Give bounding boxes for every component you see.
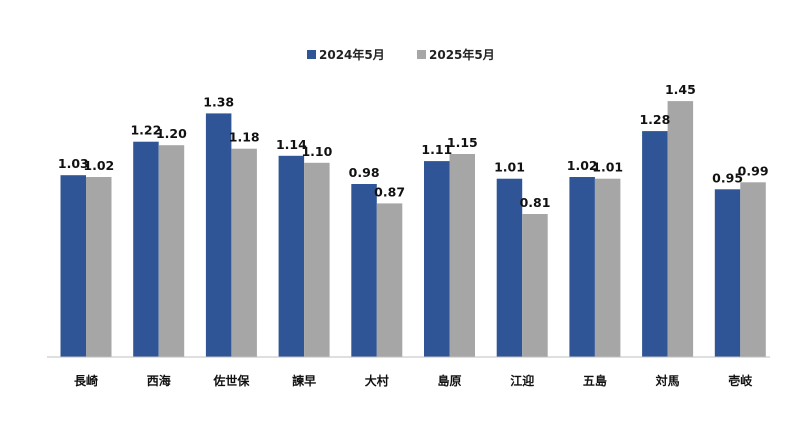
- bar-2025-3: [304, 162, 330, 357]
- value-label-2024-6: 1.01: [494, 160, 525, 175]
- bar-2024-8: [642, 131, 668, 357]
- bar-2025-9: [740, 182, 766, 357]
- category-label-0: 長崎: [74, 373, 98, 388]
- value-label-2025-8: 1.45: [665, 82, 696, 97]
- bar-2024-9: [714, 189, 741, 357]
- value-label-2025-4: 0.87: [374, 184, 405, 199]
- value-label-2024-3: 1.14: [276, 137, 307, 152]
- bar-2025-0: [86, 177, 112, 357]
- bar-2025-4: [376, 203, 403, 357]
- legend-swatch-2024: [307, 50, 316, 59]
- value-label-2024-5: 1.11: [421, 142, 452, 157]
- category-label-1: 西海: [147, 373, 171, 388]
- value-label-2025-3: 1.10: [301, 144, 332, 159]
- bar-2024-6: [496, 178, 523, 357]
- bar-2025-5: [449, 154, 475, 357]
- value-label-2024-9: 0.95: [712, 170, 743, 185]
- bar-2024-0: [60, 175, 86, 357]
- category-label-8: 対馬: [655, 373, 680, 388]
- value-label-2024-8: 1.28: [639, 112, 670, 127]
- category-label-7: 五島: [583, 373, 607, 388]
- bar-2025-1: [158, 145, 185, 357]
- category-label-2: 佐世保: [212, 373, 250, 388]
- value-label-2024-1: 1.22: [130, 123, 161, 138]
- value-label-2025-1: 1.20: [156, 126, 187, 141]
- legend-label-2025: 2025年5月: [429, 47, 495, 62]
- legend: 2024年5月 2025年5月: [307, 47, 495, 62]
- value-label-2024-2: 1.38: [203, 94, 234, 109]
- value-label-2024-0: 1.03: [58, 156, 89, 171]
- bar-2025-6: [522, 214, 548, 357]
- value-label-2025-5: 1.15: [447, 135, 478, 150]
- bars-group: [60, 101, 766, 358]
- bar-2024-2: [205, 113, 232, 358]
- value-label-2025-7: 1.01: [592, 160, 623, 175]
- bar-2024-1: [133, 141, 159, 357]
- legend-label-2024: 2024年5月: [319, 47, 385, 62]
- value-labels-group: 1.031.021.221.201.381.18 1.141.100.980.87…: [58, 82, 769, 210]
- bar-2025-7: [594, 178, 621, 357]
- value-label-2025-9: 0.99: [738, 163, 769, 178]
- value-label-2025-6: 0.81: [520, 195, 551, 210]
- category-label-6: 江迎: [510, 373, 534, 388]
- category-label-9: 壱岐: [728, 373, 753, 388]
- category-label-5: 島原: [437, 373, 461, 388]
- bar-2025-8: [667, 101, 694, 357]
- legend-swatch-2025: [417, 50, 426, 59]
- bar-2025-2: [231, 148, 257, 357]
- bar-2024-7: [569, 177, 595, 357]
- value-label-2025-0: 1.02: [83, 158, 114, 173]
- bar-2024-5: [424, 161, 450, 357]
- value-label-2024-7: 1.02: [567, 158, 598, 173]
- category-label-4: 大村: [365, 373, 389, 388]
- category-labels-group: 長崎 西海 佐世保 諫早 大村 島原 江迎 五島 対馬 壱岐: [74, 373, 753, 388]
- value-label-2024-4: 0.98: [349, 165, 380, 180]
- bar-2024-4: [351, 184, 377, 357]
- value-label-2025-2: 1.18: [229, 130, 260, 145]
- category-label-3: 諫早: [292, 373, 316, 388]
- bar-2024-3: [278, 155, 305, 357]
